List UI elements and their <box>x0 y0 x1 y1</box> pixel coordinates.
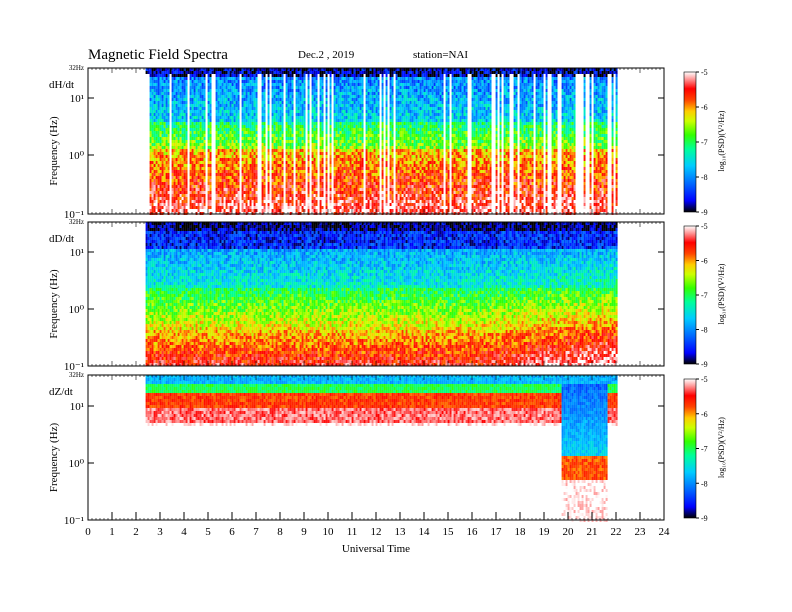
colorbar-tick-label: -9 <box>701 360 708 369</box>
spectrogram-image <box>145 68 618 215</box>
x-tick-label: 4 <box>181 526 187 538</box>
x-tick-label: 24 <box>659 526 671 538</box>
y-tick-label: 10⁰ <box>69 458 85 470</box>
colorbar-tick-label: -9 <box>701 208 708 217</box>
top-frequency-label: 32Hz <box>69 64 84 72</box>
figure-title: Magnetic Field Spectra <box>88 47 228 63</box>
x-tick-label: 8 <box>277 526 283 538</box>
colorbar-tick-label: -7 <box>701 445 708 454</box>
panel-label: dD/dt <box>49 233 74 245</box>
x-tick-label: 6 <box>229 526 235 538</box>
colorbar <box>683 378 697 519</box>
colorbar-tick-label: -8 <box>701 173 708 182</box>
station-label: station=NAI <box>413 49 468 61</box>
x-tick-label: 21 <box>587 526 598 538</box>
x-tick-label: 19 <box>539 526 551 538</box>
top-frequency-label: 32Hz <box>69 371 84 379</box>
colorbar-tick-label: -5 <box>701 375 708 384</box>
x-tick-label: 1 <box>109 526 115 538</box>
x-tick-label: 0 <box>85 526 91 538</box>
y-tick-label: 10¹ <box>70 93 84 105</box>
x-tick-label: 5 <box>205 526 211 538</box>
y-axis-label: Frequency (Hz) <box>48 423 60 493</box>
colorbar-tick-label: -6 <box>701 103 708 112</box>
x-tick-label: 18 <box>515 526 527 538</box>
x-tick-label: 16 <box>467 526 479 538</box>
colorbar-tick-label: -5 <box>701 222 708 231</box>
colorbar-tick-label: -5 <box>701 68 708 77</box>
x-tick-label: 14 <box>419 526 431 538</box>
x-tick-label: 23 <box>635 526 647 538</box>
panel-label: dZ/dt <box>49 386 73 398</box>
date-label: Dec.2 , 2019 <box>298 49 355 61</box>
spectrogram-panel-0: 10¹ 10⁰ 10⁻¹ 32Hz dH/dt Frequency (Hz) -5 -6 -7 -… <box>48 64 726 221</box>
x-axis-label: Universal Time <box>342 543 410 555</box>
colorbar-tick-label: -8 <box>701 326 708 335</box>
x-tick-label: 12 <box>371 526 382 538</box>
y-tick-label: 10¹ <box>70 401 84 413</box>
colorbar <box>683 71 697 213</box>
colorbar-tick-label: -9 <box>701 514 708 523</box>
x-tick-label: 3 <box>157 526 163 538</box>
colorbar-tick-label: -6 <box>701 410 708 419</box>
x-tick-label: 13 <box>395 526 407 538</box>
x-tick-label: 22 <box>611 526 622 538</box>
x-tick-label: 10 <box>323 526 335 538</box>
y-axis-label: Frequency (Hz) <box>48 116 60 186</box>
colorbar-tick-label: -7 <box>701 291 708 300</box>
spectrogram-panel-2: 10¹ 10⁰ 10⁻¹ 32Hz dZ/dt Frequency (Hz) -5 -6 -7 -… <box>48 371 726 538</box>
x-tick-label: 17 <box>491 526 503 538</box>
x-tick-label: 2 <box>133 526 139 538</box>
y-tick-label: 10⁰ <box>69 150 85 162</box>
y-axis-label: Frequency (Hz) <box>48 269 60 339</box>
spectrogram-panel-1: 10¹ 10⁰ 10⁻¹ 32Hz dD/dt Frequency (Hz) -5 -6 -7 -… <box>48 218 726 373</box>
x-tick-label: 11 <box>347 526 358 538</box>
y-tick-label: 10⁻¹ <box>64 209 84 221</box>
x-tick-label: 7 <box>253 526 259 538</box>
x-tick-label: 15 <box>443 526 455 538</box>
colorbar-tick-label: -7 <box>701 138 708 147</box>
colorbar-label: log₁₀(PSD)(V²/Hz) <box>717 110 726 171</box>
spectrogram-image <box>145 375 618 522</box>
colorbar-tick-label: -6 <box>701 257 708 266</box>
colorbar-label: log₁₀(PSD)(V²/Hz) <box>717 417 726 478</box>
top-frequency-label: 32Hz <box>69 218 84 226</box>
colorbar-tick-label: -8 <box>701 479 708 488</box>
y-tick-label: 10⁰ <box>69 304 85 316</box>
x-tick-label: 20 <box>563 526 575 538</box>
y-tick-label: 10¹ <box>70 247 84 259</box>
y-tick-label: 10⁻¹ <box>64 515 84 527</box>
y-tick-label: 10⁻¹ <box>64 361 84 373</box>
colorbar-label: log₁₀(PSD)(V²/Hz) <box>717 263 726 324</box>
colorbar <box>683 225 697 365</box>
x-tick-label: 9 <box>301 526 307 538</box>
spectrogram-image <box>145 222 618 366</box>
panel-label: dH/dt <box>49 79 74 91</box>
